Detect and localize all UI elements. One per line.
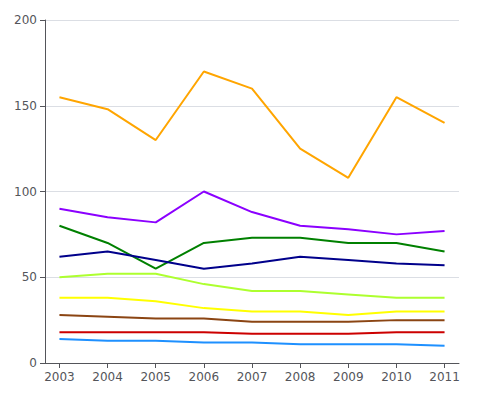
svg-text:2007: 2007 <box>237 370 268 384</box>
svg-text:2004: 2004 <box>92 370 123 384</box>
svg-text:2006: 2006 <box>189 370 220 384</box>
svg-text:150: 150 <box>14 99 37 113</box>
svg-text:2005: 2005 <box>140 370 171 384</box>
svg-text:2010: 2010 <box>381 370 412 384</box>
svg-text:0: 0 <box>29 356 37 370</box>
svg-text:2009: 2009 <box>333 370 364 384</box>
svg-text:200: 200 <box>14 13 37 27</box>
svg-text:50: 50 <box>22 270 37 284</box>
svg-text:2008: 2008 <box>285 370 316 384</box>
svg-text:2011: 2011 <box>429 370 460 384</box>
svg-text:100: 100 <box>14 185 37 199</box>
svg-text:2003: 2003 <box>44 370 75 384</box>
